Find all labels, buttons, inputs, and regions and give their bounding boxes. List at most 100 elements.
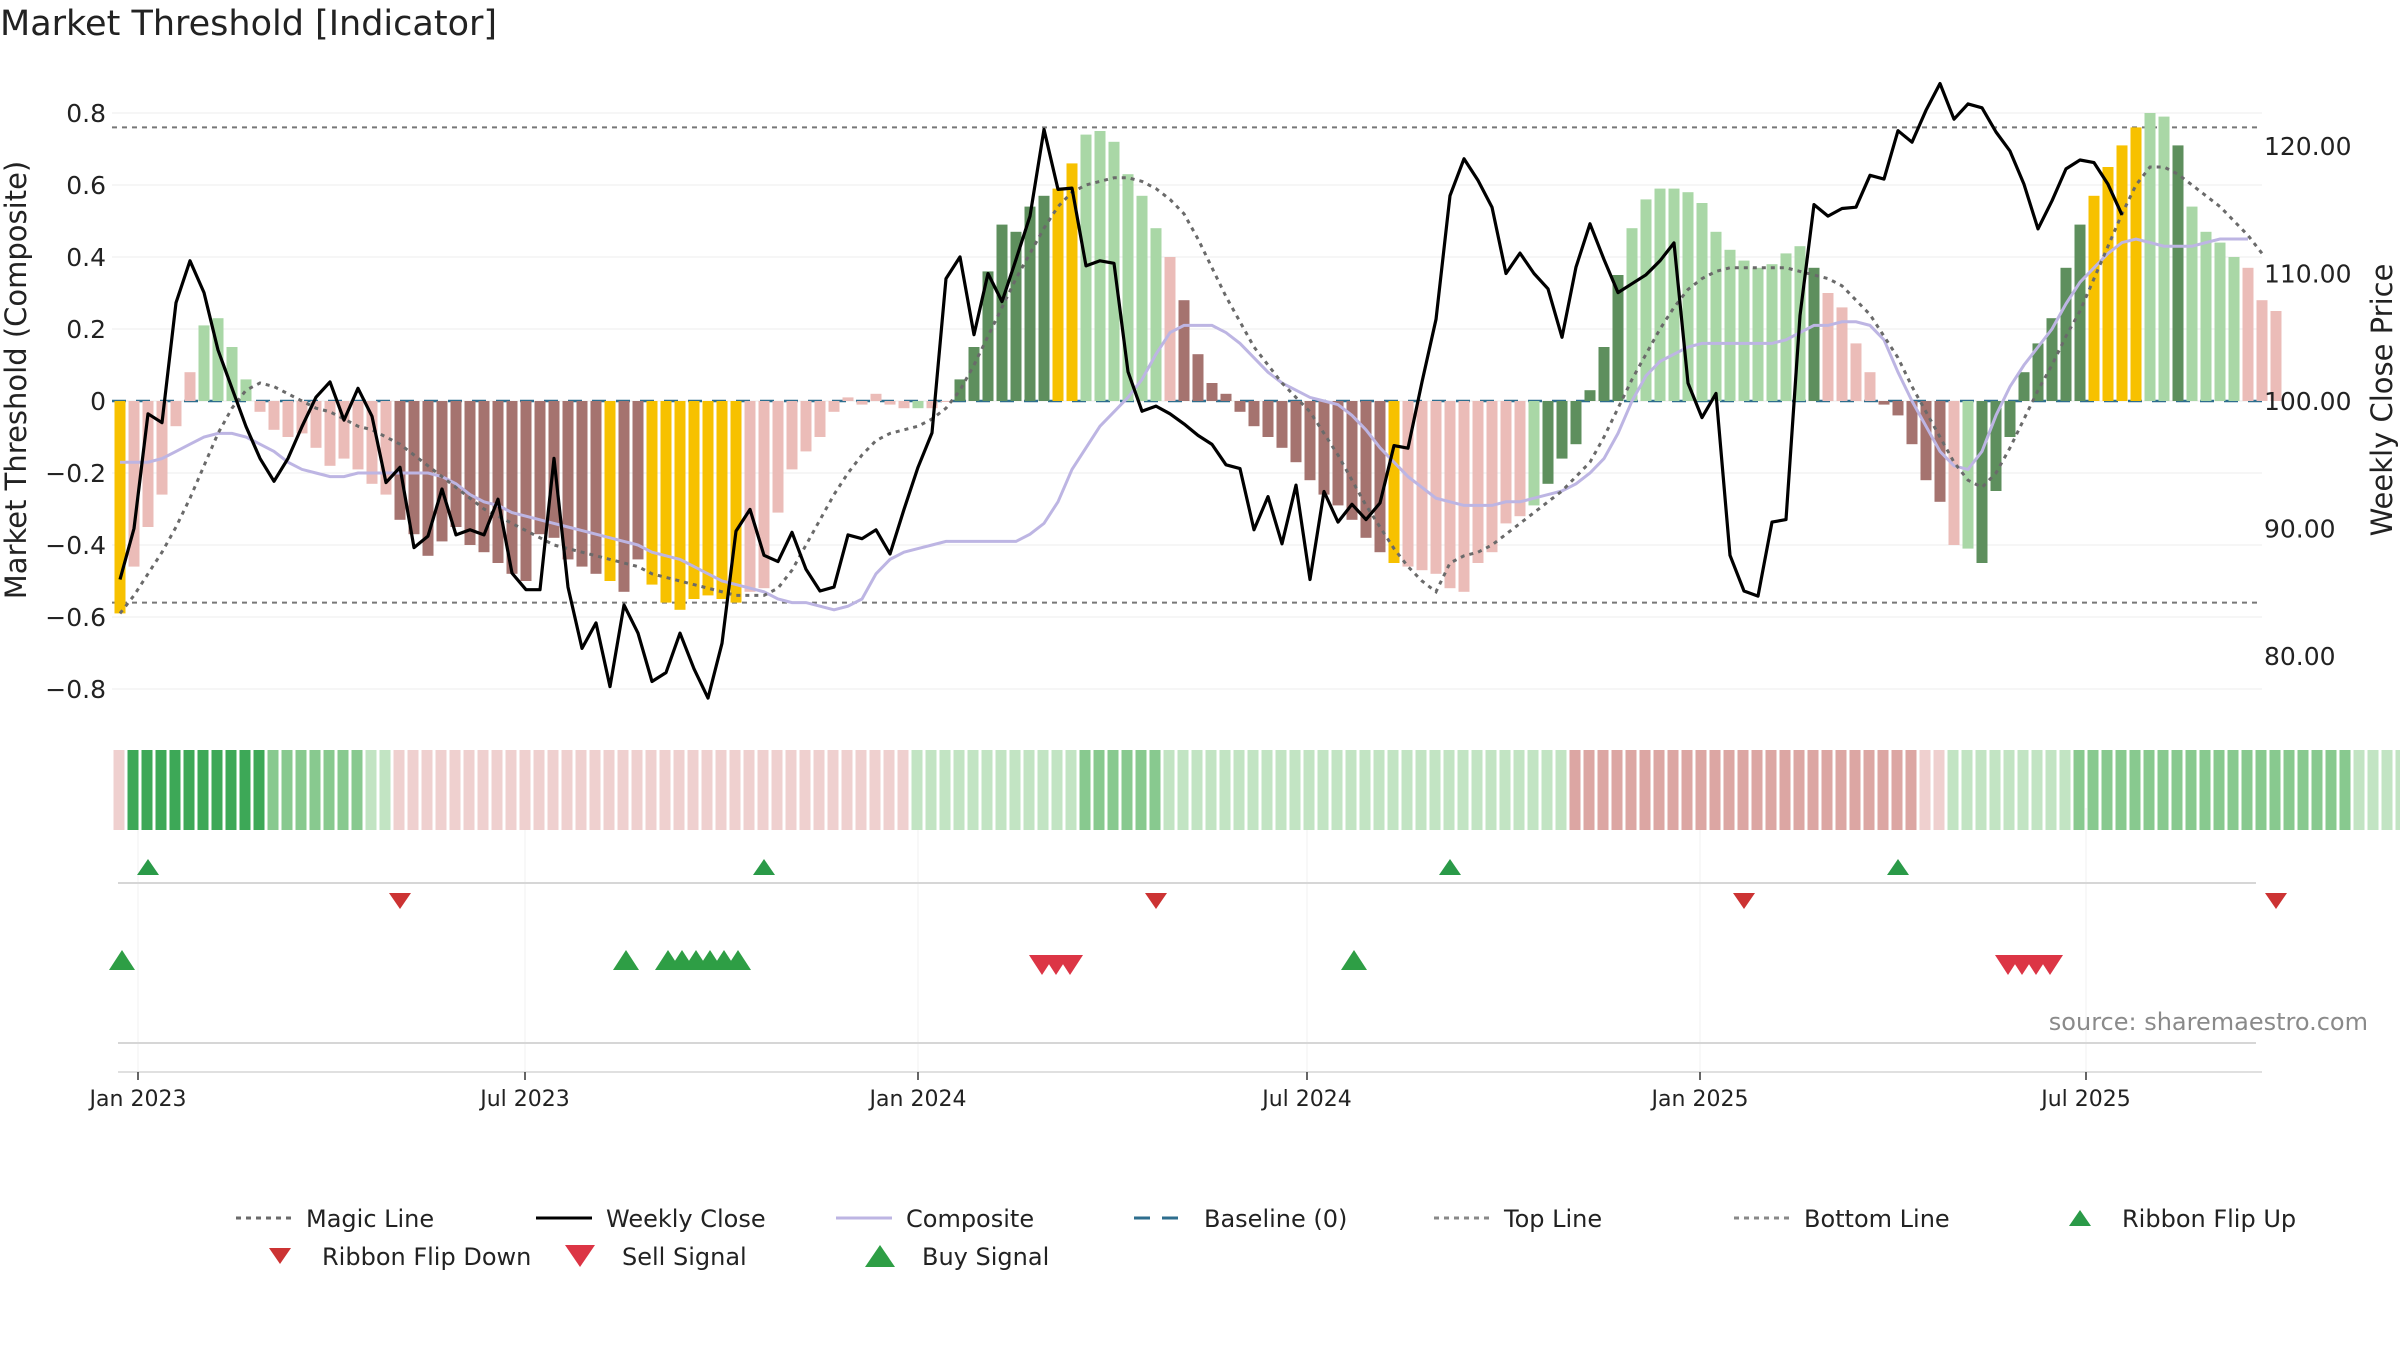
ribbon-cell bbox=[743, 750, 755, 830]
source-note: source: sharemaestro.com bbox=[2048, 1008, 2368, 1036]
ribbon-cell bbox=[869, 750, 881, 830]
composite-bar bbox=[800, 401, 812, 452]
composite-bar bbox=[1010, 231, 1022, 401]
composite-bar bbox=[2018, 372, 2030, 401]
composite-bar bbox=[1752, 267, 1764, 401]
composite-bar bbox=[1850, 343, 1862, 401]
ribbon-cell bbox=[575, 750, 587, 830]
y2-tick-label: 120.00 bbox=[2264, 132, 2351, 161]
composite-bar bbox=[758, 401, 770, 589]
composite-bar bbox=[478, 401, 490, 553]
legend-swatch bbox=[565, 1245, 595, 1267]
ribbon-cell bbox=[701, 750, 713, 830]
ribbon-cell bbox=[1303, 750, 1315, 830]
ribbon-cell bbox=[2129, 750, 2141, 830]
ribbon-cell bbox=[827, 750, 839, 830]
composite-bar bbox=[1808, 267, 1820, 401]
composite-bar bbox=[842, 397, 854, 401]
composite-bar bbox=[744, 401, 756, 592]
composite-bar bbox=[1836, 307, 1848, 401]
composite-bar bbox=[2228, 257, 2240, 401]
ribbon-cell bbox=[771, 750, 783, 830]
composite-bar bbox=[1178, 300, 1190, 401]
composite-bar bbox=[2144, 113, 2156, 401]
ribbon-cell bbox=[645, 750, 657, 830]
ribbon-cell bbox=[1107, 750, 1119, 830]
ribbon-cell bbox=[1051, 750, 1063, 830]
ribbon-cell bbox=[1667, 750, 1679, 830]
composite-bar bbox=[1458, 401, 1470, 592]
ribbon-cell bbox=[2003, 750, 2015, 830]
y-tick-label: 0 bbox=[90, 387, 106, 416]
ribbon-cell bbox=[1751, 750, 1763, 830]
composite-bar bbox=[520, 401, 532, 581]
composite-bar bbox=[786, 401, 798, 470]
ribbon-cell bbox=[1429, 750, 1441, 830]
composite-bar bbox=[1654, 188, 1666, 401]
ribbon-cell bbox=[2199, 750, 2211, 830]
weekly-close-line bbox=[118, 81, 2124, 700]
ribbon-cell bbox=[1947, 750, 1959, 830]
composite-bar bbox=[1976, 401, 1988, 563]
composite-bar bbox=[380, 401, 392, 495]
ribbon-cell bbox=[729, 750, 741, 830]
composite-bar bbox=[1164, 257, 1176, 401]
ribbon-cell bbox=[1779, 750, 1791, 830]
composite-bar bbox=[268, 401, 280, 430]
composite-bar bbox=[1892, 401, 1904, 416]
composite-bar bbox=[338, 401, 350, 459]
ribbon-cell bbox=[715, 750, 727, 830]
ribbon-cell bbox=[449, 750, 461, 830]
ribbon-cell bbox=[1177, 750, 1189, 830]
ribbon-cell bbox=[435, 750, 447, 830]
ribbon-cell bbox=[155, 750, 167, 830]
right-axis-label: Weekly Close Price bbox=[2365, 264, 2399, 537]
composite-bar bbox=[2270, 311, 2282, 401]
composite-bar bbox=[1500, 401, 1512, 524]
legend-label: Ribbon Flip Up bbox=[2122, 1205, 2296, 1233]
composite-bar bbox=[772, 401, 784, 513]
ribbon-cell bbox=[2185, 750, 2197, 830]
ribbon-cell bbox=[1499, 750, 1511, 830]
ribbon-cell bbox=[981, 750, 993, 830]
composite-bar bbox=[1248, 401, 1260, 427]
ribbon-cell bbox=[1891, 750, 1903, 830]
ribbon-cell bbox=[1359, 750, 1371, 830]
ribbon-cell bbox=[1261, 750, 1273, 830]
legend-label: Top Line bbox=[1503, 1205, 1602, 1233]
ribbon-cell bbox=[1079, 750, 1091, 830]
ribbon-cell bbox=[239, 750, 251, 830]
ribbon-cell bbox=[477, 750, 489, 830]
composite-bar bbox=[436, 401, 448, 542]
composite-bar bbox=[1038, 195, 1050, 401]
ribbon-cell bbox=[2045, 750, 2057, 830]
ribbon-cell bbox=[1611, 750, 1623, 830]
ribbon-cell bbox=[1849, 750, 1861, 830]
ribbon-cell bbox=[1583, 750, 1595, 830]
composite-bar bbox=[562, 401, 574, 560]
composite-bar bbox=[184, 372, 196, 401]
ribbon-cell bbox=[2353, 750, 2365, 830]
legend-label: Buy Signal bbox=[922, 1243, 1049, 1271]
ribbon-cell bbox=[1681, 750, 1693, 830]
ribbon-cell bbox=[1233, 750, 1245, 830]
ribbon-cell bbox=[603, 750, 615, 830]
composite-bar bbox=[1556, 401, 1568, 459]
composite-bar bbox=[898, 401, 910, 409]
composite-bar bbox=[870, 393, 882, 401]
composite-bar bbox=[1220, 393, 1232, 401]
ribbon-cell bbox=[1317, 750, 1329, 830]
composite-bar bbox=[1528, 401, 1540, 506]
composite-bar bbox=[912, 401, 924, 409]
composite-bar bbox=[716, 401, 728, 599]
ribbon-cell bbox=[1863, 750, 1875, 830]
ribbon-cell bbox=[351, 750, 363, 830]
chart-title: Market Threshold [Indicator] bbox=[0, 4, 498, 44]
x-tick-label: Jul 2025 bbox=[2039, 1087, 2131, 1112]
ribbon-cell bbox=[1149, 750, 1161, 830]
legend-label: Ribbon Flip Down bbox=[322, 1243, 531, 1271]
composite-bar bbox=[226, 347, 238, 401]
ribbon-cell bbox=[1919, 750, 1931, 830]
composite-bar bbox=[576, 401, 588, 567]
ribbon-cell bbox=[365, 750, 377, 830]
